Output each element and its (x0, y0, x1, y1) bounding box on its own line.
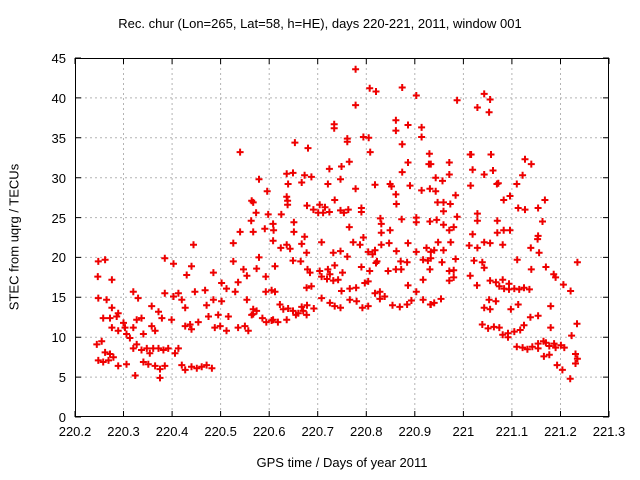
x-tick-label: 220.7 (301, 424, 334, 439)
chart-title: Rec. chur (Lon=265, Lat=58, h=HE), days … (118, 16, 522, 31)
x-tick-label: 220.2 (58, 424, 92, 439)
y-tick-label: 20 (51, 250, 66, 266)
x-tick-label: 221 (452, 424, 475, 439)
y-tick-label: 30 (51, 170, 66, 186)
scatter-points (93, 65, 581, 383)
x-tick-label: 221.3 (592, 424, 626, 439)
y-axis-title: STEC from uqrg / TECUs (6, 163, 22, 311)
y-tick-label: 15 (51, 290, 66, 306)
plot-area (74, 57, 610, 418)
y-tick-label: 35 (51, 130, 66, 146)
x-tick-label: 221.1 (495, 424, 529, 439)
y-tick-label: 0 (58, 410, 66, 425)
x-tick-label: 220.6 (252, 424, 286, 439)
y-tick-label: 45 (51, 51, 66, 66)
y-tick-label: 5 (58, 370, 66, 386)
y-tick-label: 40 (51, 90, 66, 106)
x-tick-label: 220.8 (349, 424, 383, 439)
y-tick-label: 25 (51, 210, 66, 226)
x-tick-label: 221.2 (544, 424, 577, 439)
x-tick-label: 220.9 (398, 424, 432, 439)
x-tick-label: 220.5 (204, 424, 237, 439)
x-tick-label: 220.3 (107, 424, 140, 439)
x-tick-label: 220.4 (155, 424, 189, 439)
x-axis-title: GPS time / Days of year 2011 (256, 455, 428, 470)
y-tick-label: 10 (51, 330, 66, 346)
